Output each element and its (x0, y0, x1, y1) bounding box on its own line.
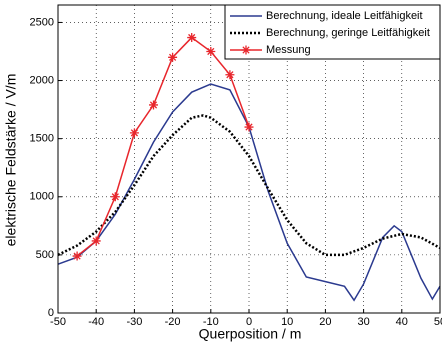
x-tick-label: -40 (88, 316, 104, 328)
marker (129, 128, 139, 138)
marker (149, 100, 158, 110)
series-line (57, 114, 441, 257)
legend-label: Berechnung, geringe Leitfähigkeit (266, 27, 430, 39)
series-line (57, 83, 441, 302)
x-tick-label: 50 (434, 316, 442, 328)
x-tick-label: 30 (357, 316, 369, 328)
marker (168, 52, 178, 62)
y-axis-label: elektrische Feldstärke / V/m (3, 74, 19, 247)
marker (206, 46, 216, 56)
marker (110, 192, 120, 202)
marker (91, 236, 101, 246)
x-tick-label: 10 (281, 316, 293, 328)
legend-label: Messung (266, 44, 311, 56)
y-tick-label: 1500 (30, 133, 54, 145)
y-tick-label: 2500 (30, 16, 54, 28)
x-tick-label: -10 (203, 316, 219, 328)
x-tick-label: -30 (126, 316, 142, 328)
y-tick-label: 1000 (30, 191, 54, 203)
marker (187, 33, 197, 43)
marker (225, 70, 235, 80)
x-tick-label: 0 (246, 316, 252, 328)
series-line (76, 36, 250, 257)
y-tick-label: 2000 (30, 74, 54, 86)
x-tick-label: -50 (50, 316, 66, 328)
x-tick-label: -20 (165, 316, 181, 328)
marker (244, 122, 254, 132)
x-tick-label: 20 (319, 316, 331, 328)
y-tick-label: 0 (48, 307, 54, 319)
legend-label: Berechnung, ideale Leitfähigkeit (266, 10, 423, 22)
x-tick-label: 40 (396, 316, 408, 328)
y-tick-label: 500 (36, 249, 54, 261)
marker (72, 251, 82, 261)
x-axis-label: Querposition / m (199, 326, 302, 342)
marker (241, 45, 251, 55)
